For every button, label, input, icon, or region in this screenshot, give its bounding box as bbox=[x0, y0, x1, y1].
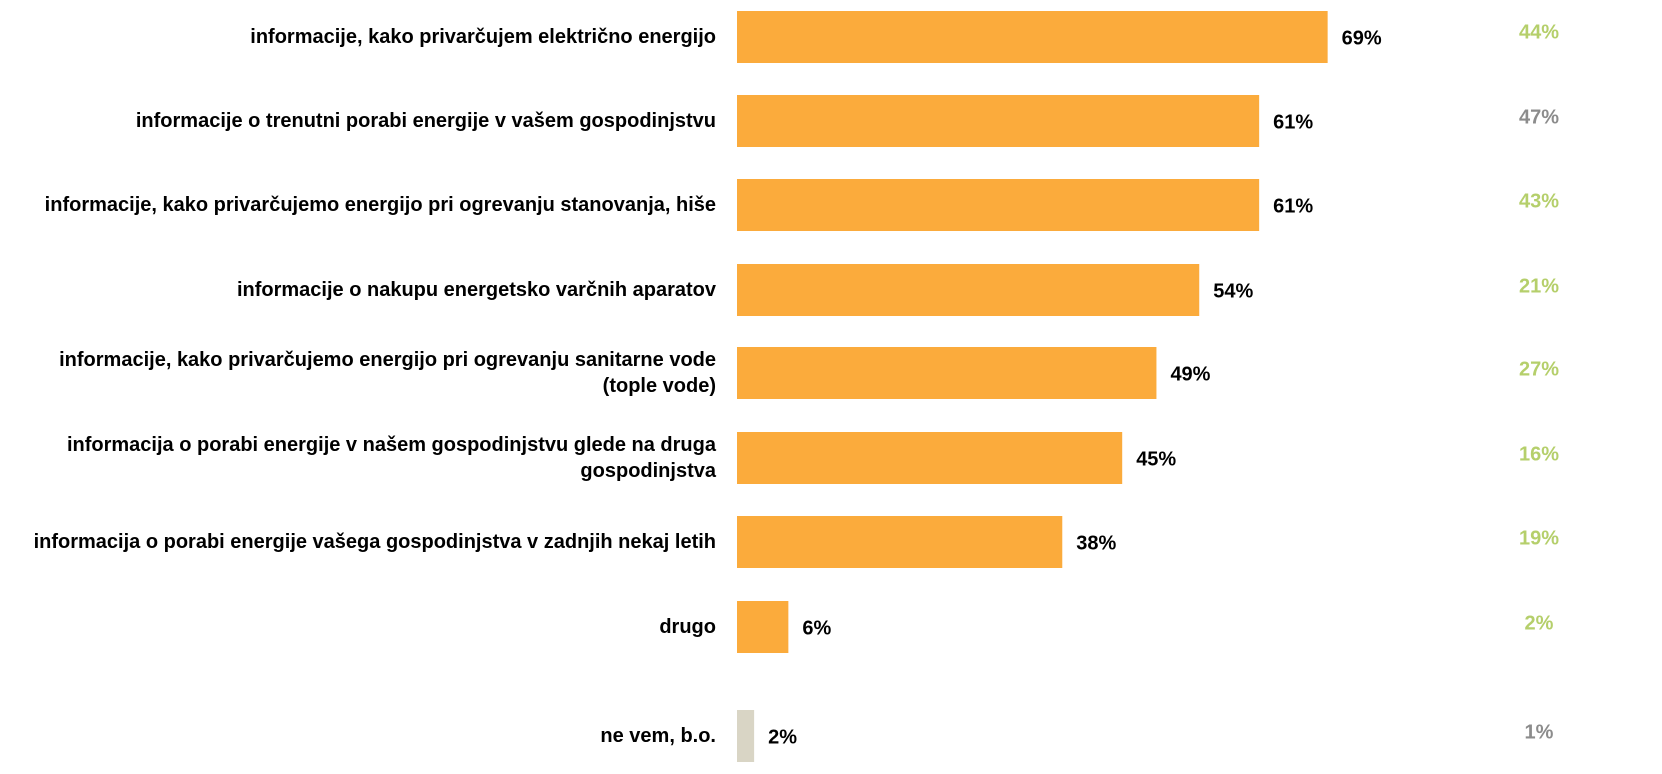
value-label: 49% bbox=[1170, 363, 1210, 385]
value-label: 2% bbox=[768, 726, 797, 748]
bar bbox=[737, 95, 1260, 147]
category-label: informacije, kako privarčujemo energijo … bbox=[44, 194, 716, 216]
comparison-label: 47% bbox=[1519, 106, 1559, 128]
bar bbox=[737, 601, 789, 653]
comparison-label: 44% bbox=[1519, 21, 1559, 43]
category-label: informacije, kako privarčujemo energijo … bbox=[59, 349, 716, 397]
bar bbox=[737, 710, 755, 762]
comparison-label: 27% bbox=[1519, 358, 1559, 380]
bar bbox=[737, 179, 1260, 231]
comparison-label: 21% bbox=[1519, 275, 1559, 297]
category-label: informacije o trenutni porabi energije v… bbox=[135, 110, 716, 132]
bar bbox=[737, 347, 1157, 399]
category-label: informacija o porabi energije vašega gos… bbox=[33, 531, 716, 553]
comparison-label: 1% bbox=[1525, 721, 1554, 743]
comparison-label: 16% bbox=[1519, 443, 1559, 465]
bar bbox=[737, 264, 1200, 316]
category-label: informacija o porabi energije v našem go… bbox=[66, 434, 716, 482]
bar bbox=[737, 11, 1328, 63]
comparison-label: 19% bbox=[1519, 527, 1559, 549]
category-label: informacije, kako privarčujem električno… bbox=[250, 26, 716, 48]
category-label: informacije o nakupu energetsko varčnih … bbox=[236, 279, 716, 301]
comparison-label: 43% bbox=[1519, 190, 1559, 212]
bar bbox=[737, 432, 1123, 484]
value-label: 61% bbox=[1273, 195, 1313, 217]
comparison-label: 2% bbox=[1525, 612, 1554, 634]
category-label: drugo bbox=[659, 616, 716, 638]
category-label: ne vem, b.o. bbox=[600, 725, 716, 747]
value-label: 61% bbox=[1273, 111, 1313, 133]
value-label: 38% bbox=[1076, 532, 1116, 554]
bar bbox=[737, 516, 1063, 568]
value-label: 54% bbox=[1213, 280, 1253, 302]
value-label: 45% bbox=[1136, 448, 1176, 470]
value-label: 6% bbox=[802, 617, 831, 639]
value-label: 69% bbox=[1342, 27, 1382, 49]
